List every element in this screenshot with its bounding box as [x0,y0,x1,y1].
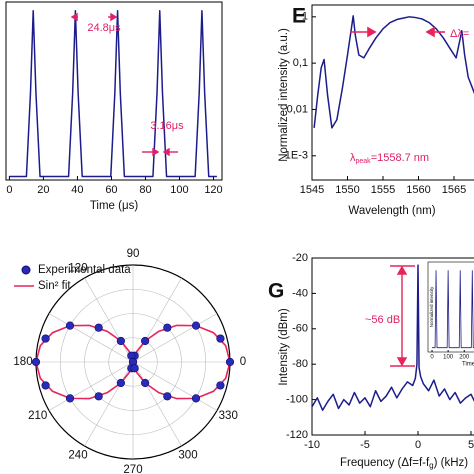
angular-grid [48,313,134,363]
angle-tick-label: 270 [123,464,142,474]
plot-area [5,1,223,181]
data-point [116,336,125,346]
angular-grid [132,361,218,411]
x-tick-label: 0 [415,439,421,451]
legend-marker [21,265,31,275]
data-point [130,364,139,373]
x-axis-label-subscript: g [429,461,433,470]
x-tick-label: 1550 [335,184,359,196]
annotation: 24.8μs [87,22,121,34]
y-tick-label: 0,1 [293,57,308,69]
data-point [116,378,125,388]
x-axis-label: Time [462,362,474,368]
x-tick-label: 100 [443,355,454,361]
panel-letter: E [292,5,306,28]
data-point [65,321,75,330]
x-tick-label: 40 [71,184,83,196]
annotation-arrows [390,265,415,367]
angle-tick-label: 330 [219,410,238,422]
annotation-part: λ [350,152,356,164]
x-tick-label: -10 [304,439,320,451]
angle-tick-label: 300 [178,450,197,462]
data-point [31,357,41,367]
data-point [41,381,50,390]
x-tick-label: 120 [204,184,222,196]
series-line [313,15,474,129]
annotation-part: =1558.7 nm [371,152,429,164]
y-tick-label: -100 [286,394,308,406]
x-tick-label: 0 [6,184,12,196]
angular-grid [132,361,182,447]
x-tick-label: -5 [360,439,370,451]
data-point [94,392,103,401]
angle-tick-label: 0 [240,356,246,368]
y-axis-label: Normalized intensity [429,286,434,327]
series-line [9,9,217,178]
y-axis-label: Intensity (dBm) [278,308,290,385]
y-tick-label: 0,01 [287,103,308,115]
legend-label: Sin² fit [38,280,71,292]
series-line [312,264,474,411]
annotation-arrows [70,12,178,157]
y-tick-label: 1E-3 [285,150,308,162]
x-tick-label: 1545 [300,184,324,196]
x-tick-label: 20 [37,184,49,196]
data-point [191,321,201,330]
x-tick-label: 1555 [371,184,395,196]
data-point [94,323,103,332]
x-tick-label: 5 [468,439,474,451]
y-tick-label: -80 [292,358,308,370]
legend-label: Experimental data [38,264,131,276]
angle-tick-label: 90 [127,248,140,260]
x-tick-label: 100 [170,184,188,196]
data-point [163,323,172,332]
data-point [141,378,150,388]
plot-area [311,4,474,181]
data-point [41,334,50,343]
angle-tick-label: 240 [68,450,87,462]
x-axis-label: Frequency (Δf=f-fg) (kHz) [340,457,468,470]
angular-grid [132,313,218,363]
data-point [191,394,201,403]
y-tick-label: -20 [292,252,308,264]
annotation: ~56 dB [365,314,400,326]
angular-grid [48,361,134,411]
annotation-subscript: peak [356,158,372,165]
angle-tick-label: 180 [13,356,32,368]
data-point [141,336,150,346]
y-tick-label: 1 [302,11,308,23]
x-tick-label: 80 [139,184,151,196]
panel-letter: G [268,280,284,303]
x-tick-label: 1565 [442,184,466,196]
y-axis-label: Normalized intensity (a.u.) [278,28,290,162]
y-tick-label: -60 [292,323,308,335]
y-tick-label: -40 [292,287,308,299]
x-tick-label: 1560 [406,184,430,196]
data-point [225,357,235,367]
x-tick-label: 200 [459,355,470,361]
annotation: λpeak=1558.7 nm [350,152,429,165]
y-tick-label: -120 [286,429,308,441]
annotation: Δλ= [450,28,469,40]
data-point [65,394,75,403]
x-axis-label: Wavelength (nm) [348,205,435,217]
x-axis-label-part: ) (kHz) [434,457,469,469]
x-axis-label: Time (μs) [90,200,139,212]
data-point [216,334,225,343]
x-tick-label: 60 [105,184,117,196]
angular-grid [84,361,134,447]
data-point [163,392,172,401]
annotation: 3.16μs [150,120,184,132]
data-point [216,381,225,390]
angle-tick-label: 120 [68,263,87,275]
series-line [432,270,474,349]
angular-grid [84,277,134,363]
x-axis-label-part: Frequency (Δf=f-f [340,457,430,469]
angle-tick-label: 210 [28,410,47,422]
angular-grid [132,277,182,363]
annotation-arrows [350,26,445,38]
x-tick-label: 0 [430,355,434,361]
